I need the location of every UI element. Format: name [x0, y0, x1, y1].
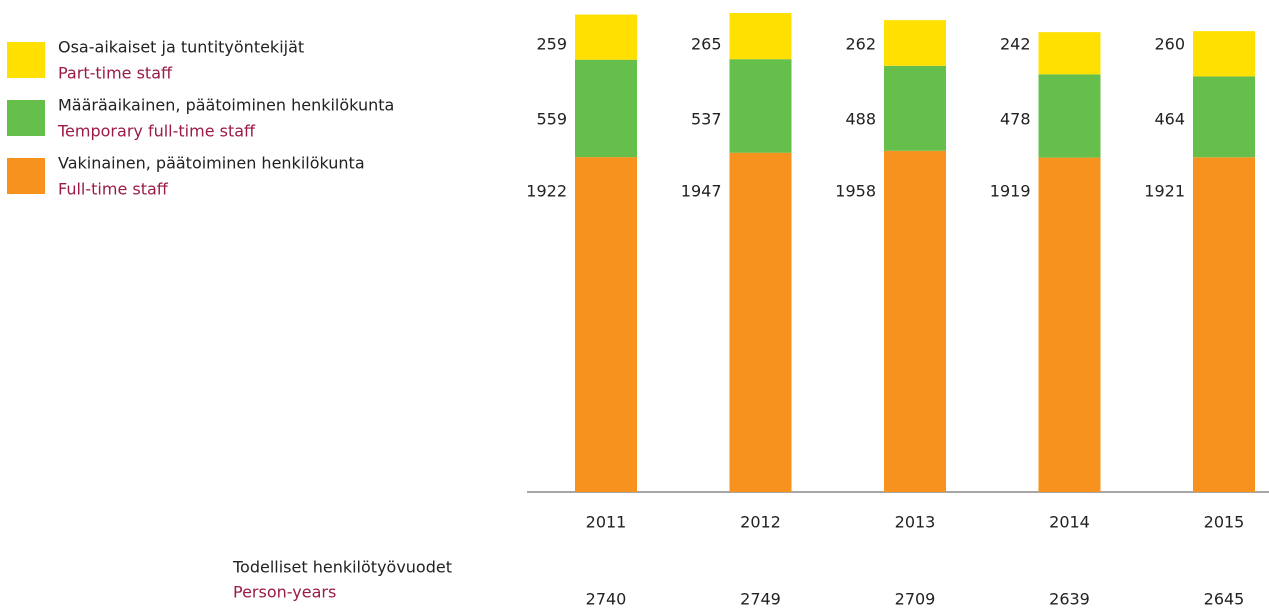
value-label: 464: [1154, 110, 1185, 129]
value-label: 1919: [990, 182, 1031, 201]
bar-segment: [1038, 32, 1101, 75]
bar-segment: [884, 20, 946, 66]
bar-segment: [729, 152, 792, 492]
x-tick-label: 2012: [740, 513, 781, 532]
total-label: 2749: [740, 590, 781, 609]
value-label: 1958: [835, 182, 876, 201]
total-label: 2740: [586, 590, 627, 609]
bar-segment: [575, 14, 637, 60]
bar-segment: [1038, 74, 1101, 158]
x-tick-label: 2015: [1204, 513, 1245, 532]
total-label: 2639: [1049, 590, 1090, 609]
legend-label-en: Full-time staff: [58, 180, 169, 199]
value-label: 478: [1000, 110, 1031, 129]
value-label: 537: [691, 110, 722, 129]
x-tick-label: 2011: [586, 513, 627, 532]
value-label: 265: [691, 35, 722, 54]
x-tick-label: 2013: [895, 513, 936, 532]
bar-segment: [1193, 76, 1255, 158]
bar-segment: [729, 13, 792, 60]
total-label: 2709: [895, 590, 936, 609]
bar-segment: [729, 59, 792, 153]
value-label: 1921: [1144, 182, 1185, 201]
legend-label-en: Temporary full-time staff: [57, 122, 256, 141]
value-label: 242: [1000, 35, 1031, 54]
value-label: 488: [845, 110, 876, 129]
bar-segment: [884, 150, 946, 492]
value-label: 262: [845, 35, 876, 54]
value-label: 1947: [681, 182, 722, 201]
bar-segment: [884, 65, 946, 151]
value-label: 260: [1154, 35, 1185, 54]
bar-segment: [575, 157, 637, 492]
legend-swatch: [7, 42, 45, 78]
legend-swatch: [7, 158, 45, 194]
value-label: 1922: [526, 182, 567, 201]
bar-segment: [575, 59, 637, 158]
legend-label-en: Part-time staff: [58, 64, 173, 83]
total-label: 2645: [1204, 590, 1245, 609]
x-tick-label: 2014: [1049, 513, 1090, 532]
totals-label-en: Person-years: [233, 583, 336, 602]
legend-label: Vakinainen, päätoiminen henkilökunta: [58, 154, 365, 173]
bar-segment: [1193, 157, 1255, 492]
legend-label: Määräaikainen, päätoiminen henkilökunta: [58, 96, 394, 115]
bar-segment: [1038, 157, 1101, 492]
bar-segment: [1193, 31, 1255, 77]
value-label: 559: [536, 110, 567, 129]
totals-label: Todelliset henkilötyövuodet: [232, 558, 452, 577]
legend-swatch: [7, 100, 45, 136]
value-label: 259: [536, 35, 567, 54]
legend-label: Osa-aikaiset ja tuntityöntekijät: [58, 38, 304, 57]
